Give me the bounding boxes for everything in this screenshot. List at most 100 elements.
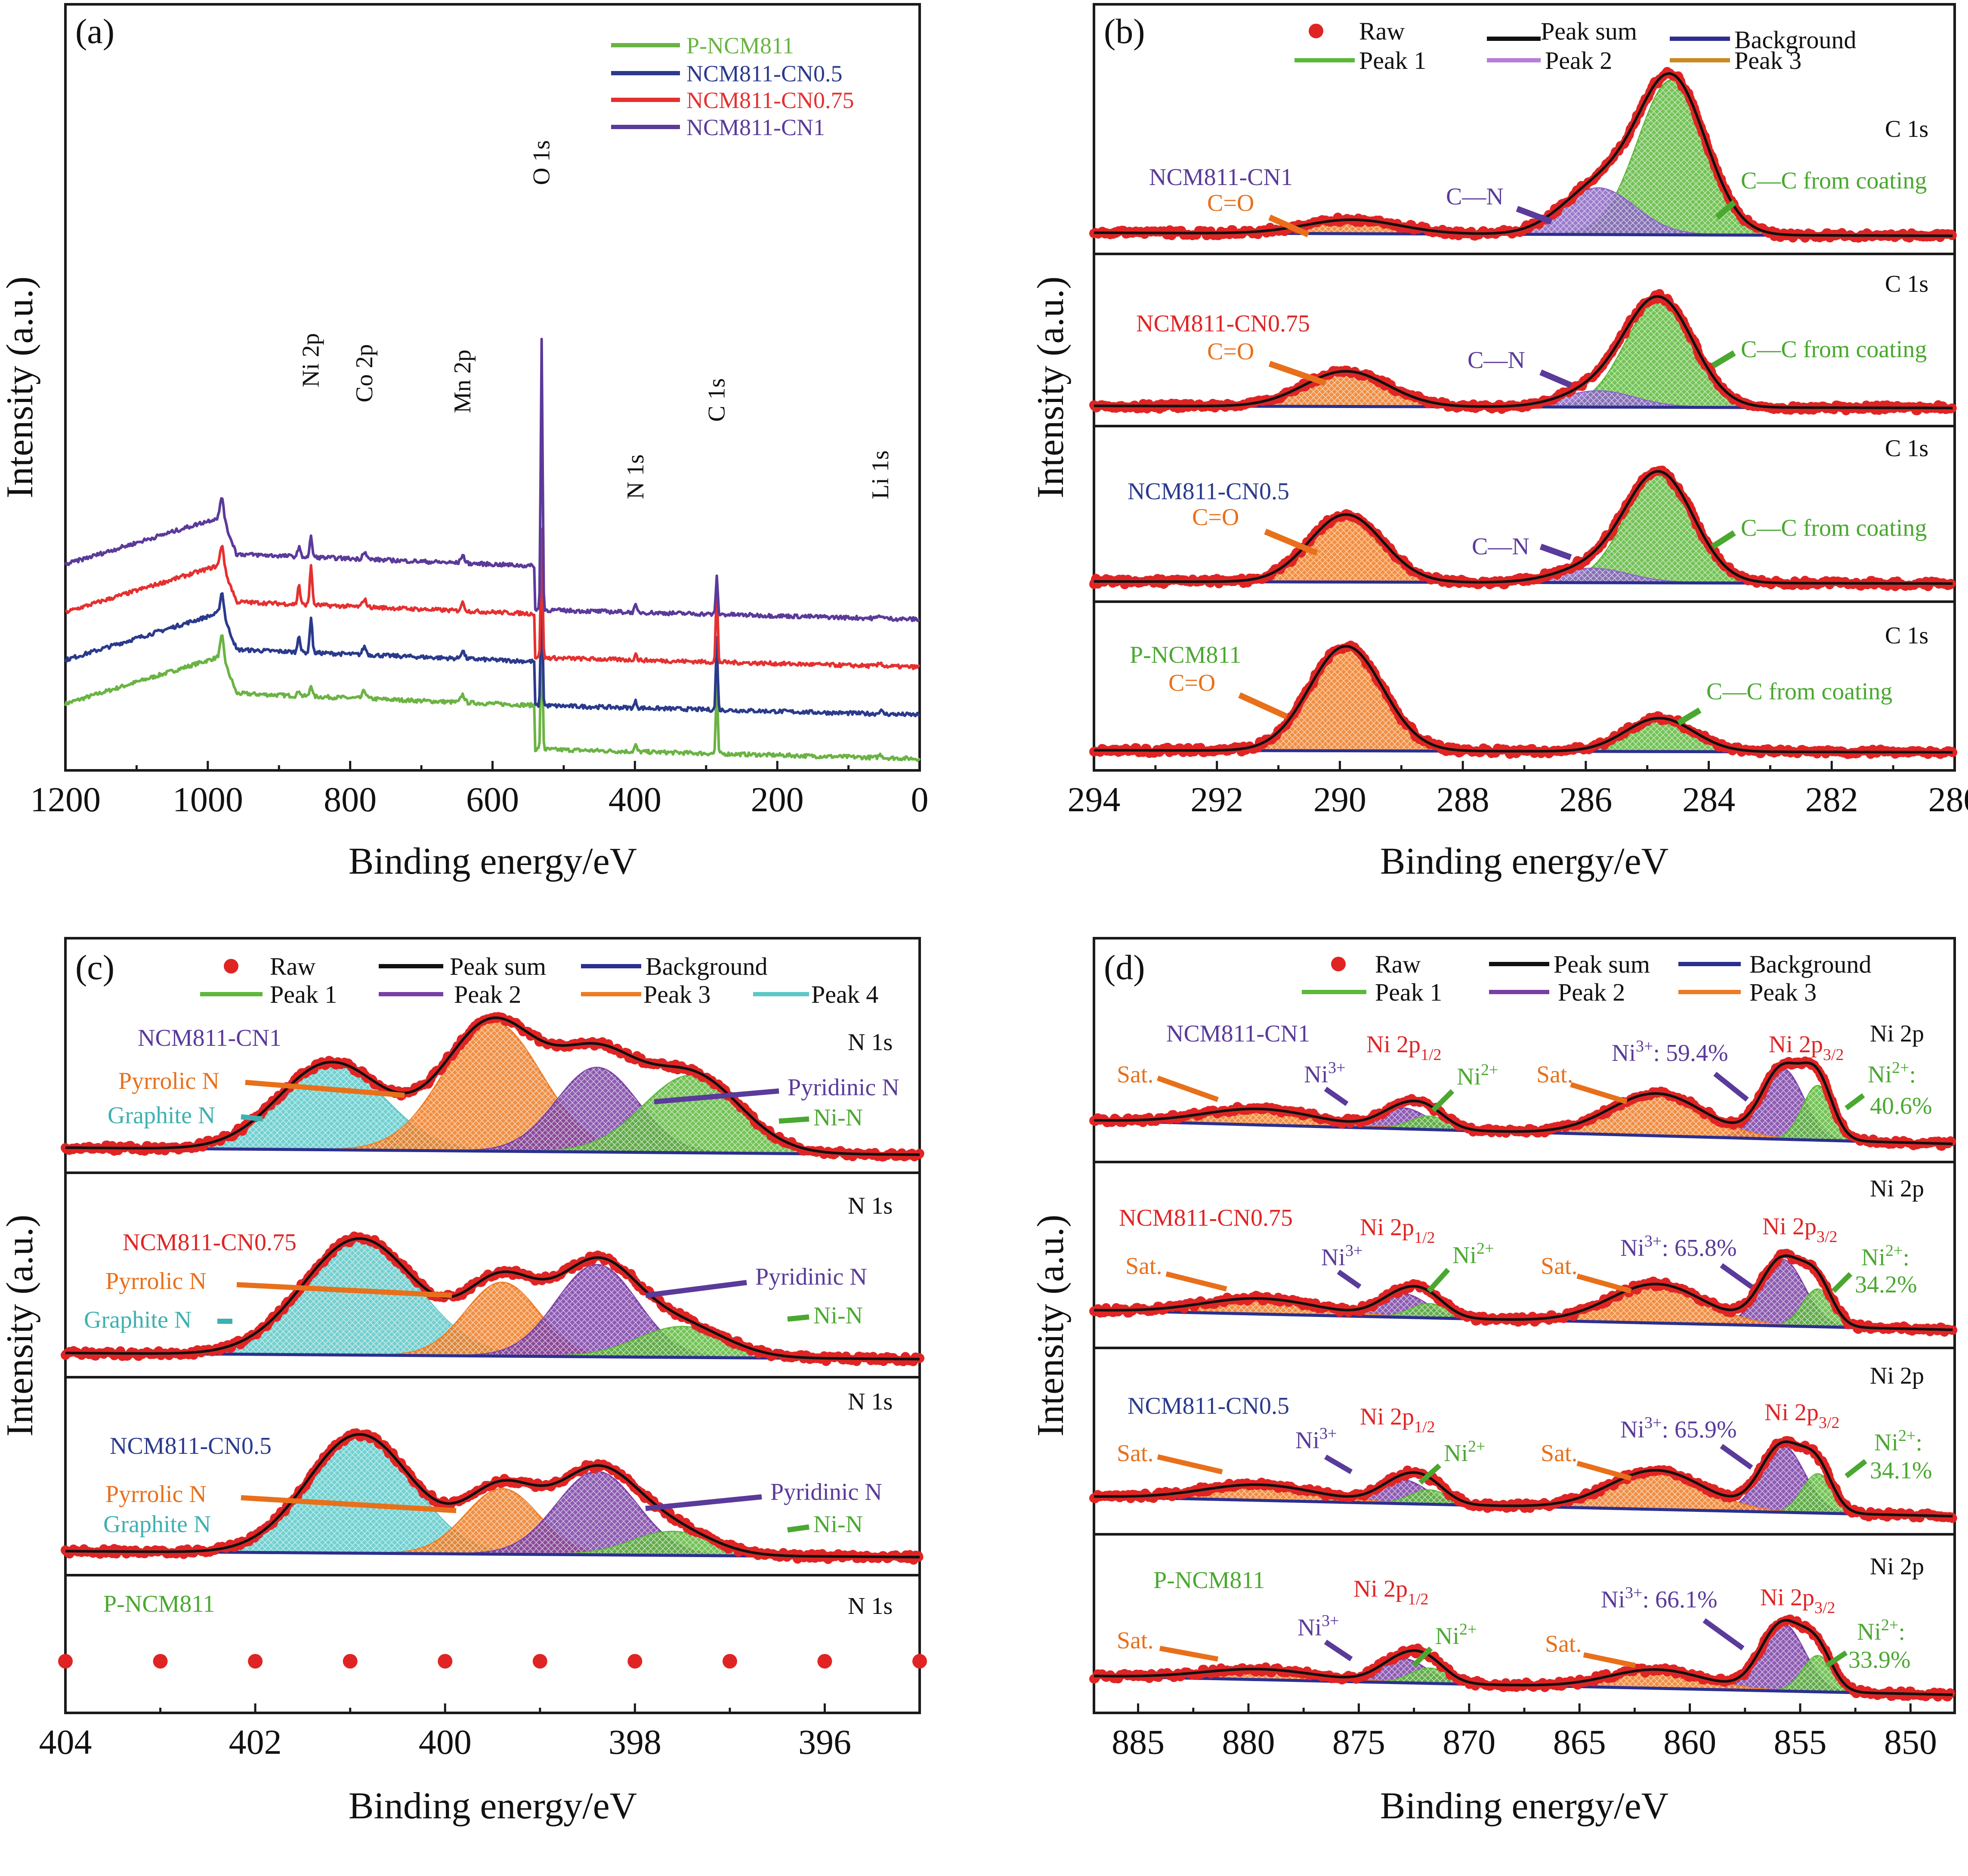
b-row4-co: C=O (1168, 670, 1215, 696)
c-legend-bg-label: Background (646, 952, 768, 980)
b-row1-cc: C—C from coating (1741, 167, 1927, 194)
d-row2-sat1: Sat. (1125, 1253, 1162, 1280)
d-row4-ni2p32-sub: 3/2 (1814, 1599, 1835, 1617)
d-row3-ni3pct-sup: 3+ (1644, 1414, 1662, 1432)
c-row3-pyridinic: Pyridinic N (770, 1479, 882, 1505)
panel-c-frame (64, 937, 921, 1714)
c-row3-pyrrolic: Pyrrolic N (105, 1481, 207, 1508)
d-row2-ni2p12-sub: 1/2 (1414, 1229, 1435, 1247)
panel-b-annotations: C 1s NCM811-CN1 C=O C—N C—C from coating… (1128, 116, 1928, 726)
d-row4-ni2p12-sub: 1/2 (1408, 1590, 1429, 1608)
d-row3-ni2pct-colon: : (1915, 1429, 1922, 1456)
row-ncm811-cn0.5 (1089, 464, 1958, 591)
fit-peak-hatch (1094, 1446, 1955, 1516)
d-row4-ni2pct-sup: 2+ (1881, 1616, 1898, 1634)
d-row1-sat2-arrow (1570, 1082, 1628, 1104)
fit-peak-hatch (65, 1283, 920, 1359)
b-row2-corner: C 1s (1885, 271, 1928, 297)
c-row2-pyridinic-arrow (645, 1280, 747, 1298)
x-tick-label: 402 (229, 1722, 282, 1762)
d-row3-ni2p32-sub: 3/2 (1819, 1414, 1840, 1432)
x-tick-label: 880 (1222, 1722, 1275, 1762)
peak-label: C 1s (704, 378, 730, 422)
b-row3-co-arrow (1264, 528, 1318, 556)
d-row3-sample: NCM811-CN0.5 (1128, 1393, 1289, 1419)
row-p-ncm811 (1089, 640, 1958, 760)
c-row1-pyrrolic: Pyrrolic N (118, 1068, 219, 1094)
d-row2-ni3pct: Ni3+: 65.8% (1620, 1232, 1737, 1261)
d-row4-ni2: Ni2+ (1435, 1620, 1477, 1650)
c-row1-nin-arrow (779, 1116, 809, 1124)
b-row4-cc: C—C from coating (1706, 678, 1892, 705)
fit-peak-hatch (1094, 1259, 1955, 1330)
d-row1-sat1-arrow (1156, 1076, 1219, 1102)
peak-sum-line (1094, 470, 1953, 585)
panel-d-plot (1089, 1056, 1958, 1702)
legend-peak2-label: Peak 2 (1545, 46, 1612, 74)
c-row3-graphite: Graphite N (103, 1511, 211, 1538)
d-row3-sat1: Sat. (1117, 1440, 1154, 1467)
d-row3-ni2pct-value: 34.1% (1870, 1457, 1932, 1484)
d-row4-ni2-sup: 2+ (1459, 1620, 1477, 1638)
c-row1-graphite: Graphite N (108, 1102, 215, 1129)
c-row3-corner: N 1s (848, 1388, 893, 1415)
d-row2-ni3pct-colon: : (1662, 1235, 1674, 1261)
c-legend-raw-label: Raw (270, 952, 315, 980)
d-row1-ni3pct-value: 59.4% (1666, 1040, 1728, 1066)
d-row4-ni3pct-colon: : (1642, 1586, 1655, 1613)
x-tick-label: 290 (1313, 780, 1366, 819)
x-tick-label: 0 (911, 780, 929, 819)
b-row2-cc: C—C from coating (1741, 336, 1927, 363)
d-row3-ni2-base: Ni (1444, 1440, 1468, 1467)
x-tick-label: 875 (1332, 1722, 1385, 1762)
raw-point (912, 1654, 927, 1669)
background-line (65, 1146, 920, 1156)
peak-sum-line (1094, 1061, 1953, 1145)
d-row4-sat2-arrow (1583, 1652, 1636, 1668)
d-row3-ni2-arrow (1418, 1463, 1441, 1485)
d-row3-corner: Ni 2p (1870, 1363, 1924, 1389)
d-row1-ni3-sup: 3+ (1328, 1059, 1345, 1077)
d-row3-ni2p32: Ni 2p3/2 (1764, 1399, 1840, 1432)
d-row3-ni3pct: Ni3+: 65.9% (1620, 1414, 1737, 1443)
panel-d-legend: Raw Peak sum Background Peak 1 Peak 2 Pe… (1302, 950, 1872, 1006)
d-row4-ni2pct-arrow (1825, 1650, 1848, 1668)
c-row2-pyrrolic-arrow (236, 1282, 452, 1298)
peak-sum-line (1094, 72, 1953, 237)
peak-label: Mn 2p (449, 349, 476, 413)
d-row3-ni3pct-arrow (1720, 1444, 1753, 1470)
d-row3-ni3pct-value: 65.9% (1674, 1416, 1737, 1443)
x-tick-label: 1200 (30, 780, 101, 819)
b-row2-cn-arrow (1539, 369, 1572, 388)
d-row4-ni3pct: Ni3+: 66.1% (1601, 1584, 1718, 1613)
c-row2-pyrrolic: Pyrrolic N (105, 1268, 207, 1295)
d-row3-ni2pct-sup: 2+ (1898, 1427, 1915, 1445)
x-tick-label: 288 (1437, 780, 1489, 819)
d-legend-raw-label: Raw (1375, 950, 1421, 978)
d-row4-ni2pct-colon: : (1898, 1619, 1905, 1645)
c-row2-nin-arrow (787, 1314, 809, 1322)
c-row2-corner: N 1s (848, 1193, 893, 1219)
panel-d-xlabel: Binding energy/eV (1380, 1785, 1668, 1827)
peak-sum-line (1094, 295, 1953, 409)
legend-raw-label: Raw (1359, 17, 1405, 45)
panel-b-xlabel: Binding energy/eV (1380, 841, 1668, 882)
raw-point (248, 1654, 263, 1669)
c-row4-sample: P-NCM811 (103, 1591, 215, 1617)
d-row4-ni3-base: Ni (1298, 1614, 1322, 1641)
panel-b-plot (1089, 66, 1958, 760)
panel-c-ylabel: Intensity (a.u.) (0, 1215, 41, 1437)
panel-b-ylabel: Intensity (a.u.) (1030, 276, 1072, 498)
raw-point (58, 1654, 73, 1669)
d-row1-sample: NCM811-CN1 (1166, 1020, 1310, 1047)
b-row3-cc-arrow (1711, 530, 1736, 549)
peak-sum-line (1094, 1440, 1953, 1517)
d-legend-peak1-label: Peak 1 (1375, 978, 1442, 1006)
d-row3-ni3pct-colon: : (1662, 1416, 1674, 1443)
d-row1-ni2: Ni2+ (1457, 1061, 1498, 1090)
d-row1-ni2pct-value: 40.6% (1870, 1093, 1932, 1119)
b-row1-co: C=O (1207, 190, 1254, 216)
fit-peak-hatch (65, 1063, 920, 1155)
x-tick-label: 850 (1884, 1722, 1937, 1762)
d-row1-ni3pct: Ni3+: 59.4% (1612, 1037, 1728, 1066)
